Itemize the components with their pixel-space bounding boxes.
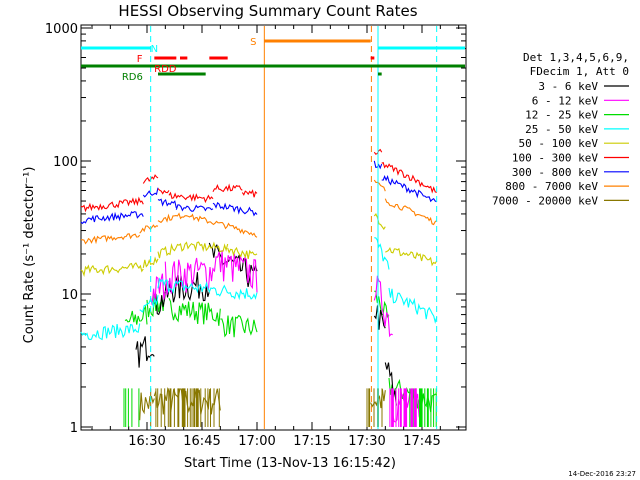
flag-label: S [250, 37, 256, 48]
series-line [150, 250, 423, 423]
legend-label: 7000 - 20000 keV [492, 194, 598, 207]
timestamp: 14-Dec-2016 23:27 [568, 470, 636, 478]
x-tick-label: 17:45 [403, 434, 440, 449]
x-tick-label: 17:15 [293, 434, 330, 449]
series-line [139, 387, 386, 421]
legend-label: 3 - 6 keV [538, 80, 598, 93]
x-tick-label: 16:45 [183, 434, 220, 449]
legend-label: 800 - 7000 keV [505, 180, 598, 193]
x-tick-label: 17:30 [348, 434, 385, 449]
y-tick-label: 100 [53, 155, 78, 170]
flag-label: N [151, 44, 158, 55]
chart-title: HESSI Observing Summary Count Rates [118, 2, 417, 20]
legend-header-line-1: Det 1,3,4,5,6,9, [523, 51, 629, 64]
legend-label: 25 - 50 keV [525, 123, 598, 136]
y-tick-label: 1000 [45, 22, 78, 37]
plot-area: 16:30 16:45 17:00 17:15 17:30 17:45 1 10 100 1000… [45, 22, 467, 449]
series-line [135, 242, 397, 406]
flag-label: F [137, 54, 143, 65]
y-tick-label: 10 [61, 288, 78, 303]
flag-label: RDD [154, 64, 177, 75]
y-axis-title: Count Rate (s⁻¹ detector⁻¹) [22, 167, 37, 344]
series-line [80, 160, 437, 225]
legend-label: 300 - 800 keV [512, 166, 598, 179]
x-tick-label: 17:00 [238, 434, 275, 449]
plot-frame [80, 24, 467, 431]
legend-label: 12 - 25 keV [525, 109, 598, 122]
legend: Det 1,3,4,5,6,9, FDecim 1, Att 0 3 - 6 k… [492, 51, 629, 207]
series-line [80, 237, 438, 341]
series-line [80, 179, 438, 245]
flag-label: RD6 [122, 72, 143, 83]
legend-label: 6 - 12 keV [532, 94, 599, 107]
series-line [124, 290, 437, 413]
legend-label: 50 - 100 keV [519, 137, 599, 150]
x-tick-label: 16:30 [128, 434, 165, 449]
x-axis-title: Start Time (13-Nov-13 16:15:42) [184, 456, 396, 471]
legend-header-line-2: FDecim 1, Att 0 [530, 65, 629, 78]
series-spikes [123, 388, 140, 427]
series-spikes [366, 388, 383, 427]
y-tick-label: 1 [70, 421, 78, 436]
series-spikes [389, 388, 417, 427]
series-line [80, 212, 438, 278]
legend-label: 100 - 300 keV [512, 152, 598, 165]
